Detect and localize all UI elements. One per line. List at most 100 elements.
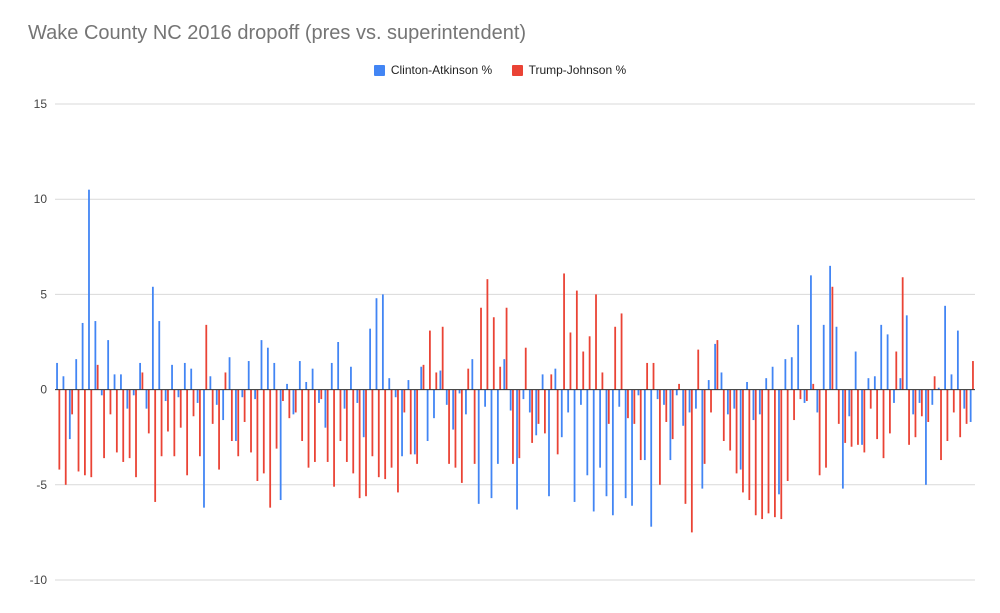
bar-trump-johnson[interactable] — [122, 389, 125, 462]
bar-trump-johnson[interactable] — [486, 279, 489, 390]
bar-trump-johnson[interactable] — [799, 389, 802, 400]
bar-clinton-atkinson[interactable] — [107, 340, 110, 390]
bar-clinton-atkinson[interactable] — [401, 389, 403, 457]
bar-clinton-atkinson[interactable] — [254, 389, 256, 400]
bar-clinton-atkinson[interactable] — [426, 389, 429, 442]
bar-clinton-atkinson[interactable] — [120, 374, 122, 390]
bar-trump-johnson[interactable] — [786, 389, 789, 481]
bar-trump-johnson[interactable] — [524, 347, 527, 390]
bar-clinton-atkinson[interactable] — [203, 389, 205, 508]
bar-clinton-atkinson[interactable] — [171, 364, 173, 390]
bar-trump-johnson[interactable] — [882, 389, 885, 459]
bar-clinton-atkinson[interactable] — [682, 389, 685, 426]
bar-clinton-atkinson[interactable] — [522, 389, 525, 400]
bar-clinton-atkinson[interactable] — [905, 315, 908, 390]
legend-item-clinton[interactable]: Clinton-Atkinson % — [373, 63, 492, 77]
bar-clinton-atkinson[interactable] — [330, 362, 333, 390]
bar-trump-johnson[interactable] — [831, 286, 834, 390]
bar-trump-johnson[interactable] — [901, 277, 904, 390]
bar-trump-johnson[interactable] — [754, 389, 757, 516]
bar-trump-johnson[interactable] — [77, 389, 80, 472]
bar-trump-johnson[interactable] — [965, 389, 968, 424]
bar-clinton-atkinson[interactable] — [439, 370, 442, 390]
bar-clinton-atkinson[interactable] — [541, 374, 544, 390]
bar-clinton-atkinson[interactable] — [94, 321, 97, 390]
bar-clinton-atkinson[interactable] — [145, 389, 148, 409]
bar-trump-johnson[interactable] — [825, 389, 827, 468]
bar-trump-johnson[interactable] — [671, 389, 674, 440]
bar-trump-johnson[interactable] — [563, 273, 565, 390]
bar-trump-johnson[interactable] — [224, 372, 227, 390]
bar-trump-johnson[interactable] — [531, 389, 534, 443]
bar-clinton-atkinson[interactable] — [918, 389, 921, 403]
bar-clinton-atkinson[interactable] — [873, 376, 876, 390]
bar-clinton-atkinson[interactable] — [861, 389, 863, 445]
bar-trump-johnson[interactable] — [371, 389, 374, 457]
bar-trump-johnson[interactable] — [537, 389, 540, 424]
bar-trump-johnson[interactable] — [767, 389, 770, 514]
bar-trump-johnson[interactable] — [742, 389, 744, 493]
bar-trump-johnson[interactable] — [467, 368, 470, 390]
bar-trump-johnson[interactable] — [173, 389, 176, 457]
bar-clinton-atkinson[interactable] — [944, 305, 946, 390]
bar-clinton-atkinson[interactable] — [707, 380, 710, 390]
bar-clinton-atkinson[interactable] — [624, 389, 627, 499]
bar-clinton-atkinson[interactable] — [75, 359, 78, 390]
bar-clinton-atkinson[interactable] — [209, 376, 212, 390]
bar-clinton-atkinson[interactable] — [388, 378, 391, 390]
bar-trump-johnson[interactable] — [441, 326, 444, 390]
bar-trump-johnson[interactable] — [71, 389, 74, 415]
bar-clinton-atkinson[interactable] — [790, 357, 793, 390]
bar-clinton-atkinson[interactable] — [822, 324, 825, 390]
bar-clinton-atkinson[interactable] — [567, 389, 570, 413]
bar-clinton-atkinson[interactable] — [375, 298, 378, 390]
bar-trump-johnson[interactable] — [211, 389, 214, 424]
bar-clinton-atkinson[interactable] — [279, 389, 282, 501]
bar-clinton-atkinson[interactable] — [132, 389, 135, 396]
bar-trump-johnson[interactable] — [780, 389, 783, 520]
bar-trump-johnson[interactable] — [876, 389, 879, 440]
bar-trump-johnson[interactable] — [269, 389, 272, 508]
bar-trump-johnson[interactable] — [601, 372, 604, 390]
bar-trump-johnson[interactable] — [115, 389, 118, 453]
bar-clinton-atkinson[interactable] — [394, 389, 397, 398]
bar-clinton-atkinson[interactable] — [912, 389, 915, 415]
bar-clinton-atkinson[interactable] — [810, 275, 812, 390]
bar-trump-johnson[interactable] — [850, 389, 853, 447]
bar-trump-johnson[interactable] — [863, 389, 866, 453]
bar-clinton-atkinson[interactable] — [503, 359, 506, 390]
bar-trump-johnson[interactable] — [333, 389, 335, 487]
bar-trump-johnson[interactable] — [128, 389, 131, 459]
bar-clinton-atkinson[interactable] — [139, 362, 141, 390]
bar-trump-johnson[interactable] — [550, 374, 553, 390]
bar-clinton-atkinson[interactable] — [733, 389, 736, 409]
bar-trump-johnson[interactable] — [908, 389, 910, 445]
bar-trump-johnson[interactable] — [218, 389, 220, 470]
bar-clinton-atkinson[interactable] — [183, 362, 186, 390]
bar-clinton-atkinson[interactable] — [260, 340, 263, 390]
bar-trump-johnson[interactable] — [448, 389, 450, 464]
bar-trump-johnson[interactable] — [735, 389, 738, 474]
bar-trump-johnson[interactable] — [933, 376, 936, 390]
bar-trump-johnson[interactable] — [805, 389, 808, 402]
bar-clinton-atkinson[interactable] — [151, 286, 154, 390]
bar-clinton-atkinson[interactable] — [337, 342, 340, 390]
bar-trump-johnson[interactable] — [972, 361, 974, 390]
bar-trump-johnson[interactable] — [703, 389, 706, 464]
bar-clinton-atkinson[interactable] — [509, 389, 512, 411]
bar-trump-johnson[interactable] — [722, 389, 725, 442]
bar-trump-johnson[interactable] — [103, 389, 105, 459]
bar-trump-johnson[interactable] — [659, 389, 661, 485]
bar-clinton-atkinson[interactable] — [407, 380, 410, 390]
bar-clinton-atkinson[interactable] — [292, 389, 295, 415]
bar-clinton-atkinson[interactable] — [580, 389, 582, 405]
bar-trump-johnson[interactable] — [646, 362, 649, 390]
bar-clinton-atkinson[interactable] — [797, 324, 800, 390]
bar-trump-johnson[interactable] — [358, 389, 361, 499]
bar-clinton-atkinson[interactable] — [765, 378, 768, 390]
bar-trump-johnson[interactable] — [167, 389, 169, 432]
bar-clinton-atkinson[interactable] — [848, 389, 851, 417]
bar-trump-johnson[interactable] — [135, 389, 137, 478]
bar-trump-johnson[interactable] — [429, 330, 431, 390]
bar-clinton-atkinson[interactable] — [771, 366, 774, 390]
